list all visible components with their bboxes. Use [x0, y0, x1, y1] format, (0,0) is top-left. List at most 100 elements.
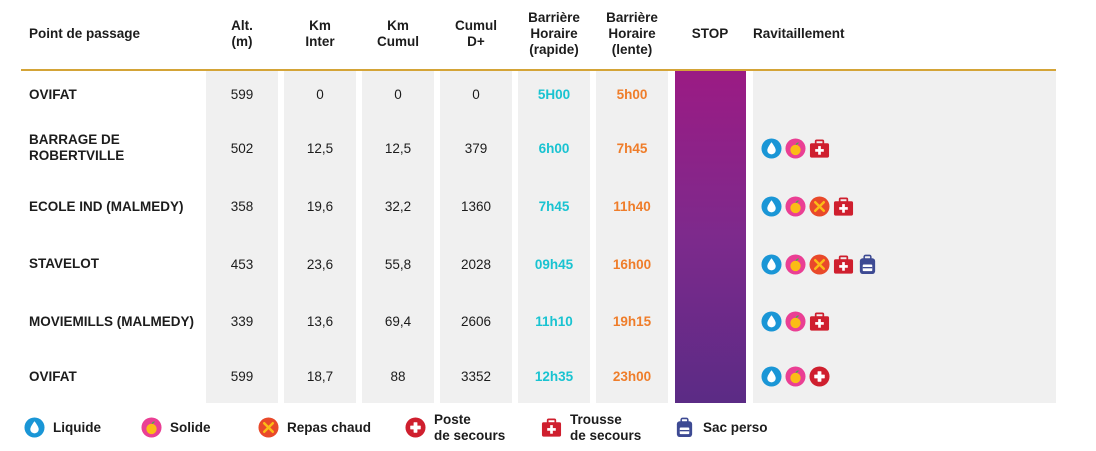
- water-drop-icon: [761, 137, 782, 159]
- first-aid-kit-icon: [809, 311, 830, 332]
- cumul-d-value: 0: [472, 87, 480, 102]
- km-cumul-value: 69,4: [384, 314, 412, 329]
- altitude-value: 502: [230, 140, 254, 156]
- first-aid-post-icon: [405, 417, 426, 438]
- apple-icon: [785, 311, 806, 332]
- barrier-fast-value: 11h10: [535, 314, 573, 329]
- first-aid-kit-icon: [541, 417, 562, 438]
- legend-label: Liquide: [53, 419, 101, 435]
- ravitaillement-icons: [753, 235, 1056, 293]
- km-inter-value: 23,6: [306, 256, 334, 272]
- legend-item-apple: Solide: [141, 404, 211, 451]
- ravitaillement-icons: [753, 71, 1056, 118]
- table-row: STAVELOT 453 23,6 55,8 2028 09h45 16h00: [21, 235, 1056, 293]
- water-drop-icon: [761, 253, 782, 275]
- barrier-slow-value: 7h45: [616, 140, 648, 156]
- cumul-d-value: 1360: [460, 199, 492, 214]
- barrier-slow-value: 5h00: [616, 87, 648, 102]
- km-cumul-value: 0: [394, 87, 402, 102]
- checkpoint-table: OVIFAT 599 0 0 0 5H00 5h00 BARRAGE DE ROBERTVIL…: [21, 71, 1056, 403]
- legend-label: Sac perso: [703, 419, 768, 435]
- apple-icon: [785, 137, 806, 159]
- legend-item-water-drop: Liquide: [24, 404, 101, 451]
- header-point: Point de passage: [29, 26, 141, 41]
- barrier-fast-value: 09h45: [534, 256, 574, 272]
- header-bh-rapide: Barrière Horaire (rapide): [528, 10, 580, 57]
- stop-column: [675, 71, 746, 403]
- km-inter-value: 0: [316, 87, 324, 102]
- legend-item-utensils: Repas chaud: [258, 404, 371, 451]
- first-aid-kit-icon: [833, 254, 854, 275]
- barrier-slow-value: 19h15: [612, 314, 652, 329]
- cumul-d-value: 2606: [460, 314, 492, 329]
- backpack-icon: [857, 254, 878, 275]
- table-row: OVIFAT 599 18,7 88 3352 12h35 23h00: [21, 350, 1056, 403]
- legend-label: Solide: [170, 419, 211, 435]
- checkpoint-name: OVIFAT: [29, 86, 77, 102]
- backpack-icon: [674, 417, 695, 438]
- table-row: ECOLE IND (MALMEDY) 358 19,6 32,2 1360 7h45 11…: [21, 178, 1056, 235]
- legend-item-first-aid-post: Poste de secours: [405, 404, 505, 451]
- checkpoint-name: STAVELOT: [29, 256, 99, 271]
- table-row: OVIFAT 599 0 0 0 5H00 5h00: [21, 71, 1056, 118]
- column-bg-cumul-d: [440, 71, 512, 403]
- utensils-icon: [809, 196, 830, 217]
- legend-item-first-aid-kit: Trousse de secours: [541, 404, 641, 451]
- ravitaillement-icons: [753, 178, 1056, 235]
- utensils-icon: [809, 253, 830, 275]
- altitude-value: 339: [230, 314, 254, 329]
- column-bg-km-inter: [284, 71, 356, 403]
- first-aid-kit-icon: [809, 138, 830, 159]
- checkpoint-name: OVIFAT: [29, 368, 77, 384]
- km-inter-value: 13,6: [306, 314, 334, 329]
- apple-icon: [785, 366, 806, 387]
- apple-icon: [785, 196, 806, 217]
- column-bg-km-cumul: [362, 71, 434, 403]
- legend-item-backpack: Sac perso: [674, 404, 768, 451]
- barrier-fast-value: 7h45: [538, 199, 570, 214]
- legend-label: Poste de secours: [434, 411, 506, 443]
- barrier-fast-value: 5H00: [537, 87, 571, 102]
- header-alt: Alt. (m): [231, 18, 253, 49]
- first-aid-kit-icon: [833, 196, 854, 217]
- column-bg-bh-lente: [596, 71, 668, 403]
- km-cumul-value: 12,5: [384, 140, 412, 156]
- cumul-d-value: 2028: [460, 256, 492, 272]
- cumul-d-value: 379: [464, 140, 488, 156]
- cumul-d-value: 3352: [460, 369, 492, 384]
- table-header: Point de passage Alt. (m) Km Inter Km Cu…: [21, 0, 1057, 70]
- header-stop: STOP: [691, 26, 729, 41]
- water-drop-icon: [761, 311, 782, 332]
- checkpoint-name: MOVIEMILLS (MALMEDY): [29, 313, 194, 329]
- altitude-value: 358: [230, 199, 254, 214]
- water-drop-icon: [761, 196, 782, 217]
- ravitaillement-icons: [753, 118, 1056, 178]
- table-row: BARRAGE DE ROBERTVILLE 502 12,5 12,5 379 6h00…: [21, 118, 1056, 178]
- checkpoint-name: ECOLE IND (MALMEDY): [29, 198, 184, 214]
- barrier-slow-value: 11h40: [613, 199, 651, 214]
- barrier-fast-value: 6h00: [538, 140, 570, 156]
- column-bg-alt: [206, 71, 278, 403]
- barrier-slow-value: 16h00: [612, 256, 652, 272]
- barrier-fast-value: 12h35: [534, 369, 574, 384]
- column-bg-bh-rapide: [518, 71, 590, 403]
- ravitaillement-icons: [753, 293, 1056, 350]
- water-drop-icon: [24, 417, 45, 438]
- header-bh-lente: Barrière Horaire (lente): [606, 10, 658, 57]
- km-cumul-value: 55,8: [384, 256, 412, 272]
- ravitaillement-icons: [753, 350, 1056, 403]
- first-aid-post-icon: [809, 366, 830, 387]
- header-km-cumul: Km Cumul: [377, 18, 419, 49]
- altitude-value: 599: [230, 369, 254, 384]
- km-cumul-value: 88: [390, 369, 406, 384]
- column-bg-ravitaillement: [753, 71, 1056, 403]
- table-row: MOVIEMILLS (MALMEDY) 339 13,6 69,4 2606 11h10…: [21, 293, 1056, 350]
- utensils-icon: [258, 417, 279, 438]
- legend-label: Trousse de secours: [570, 411, 642, 443]
- apple-icon: [141, 417, 162, 438]
- barrier-slow-value: 23h00: [612, 369, 652, 384]
- altitude-value: 599: [230, 87, 254, 102]
- checkpoint-name: BARRAGE DE ROBERTVILLE: [29, 132, 125, 163]
- header-km-inter: Km Inter: [305, 18, 335, 49]
- header-cumul-d: Cumul D+: [455, 18, 497, 49]
